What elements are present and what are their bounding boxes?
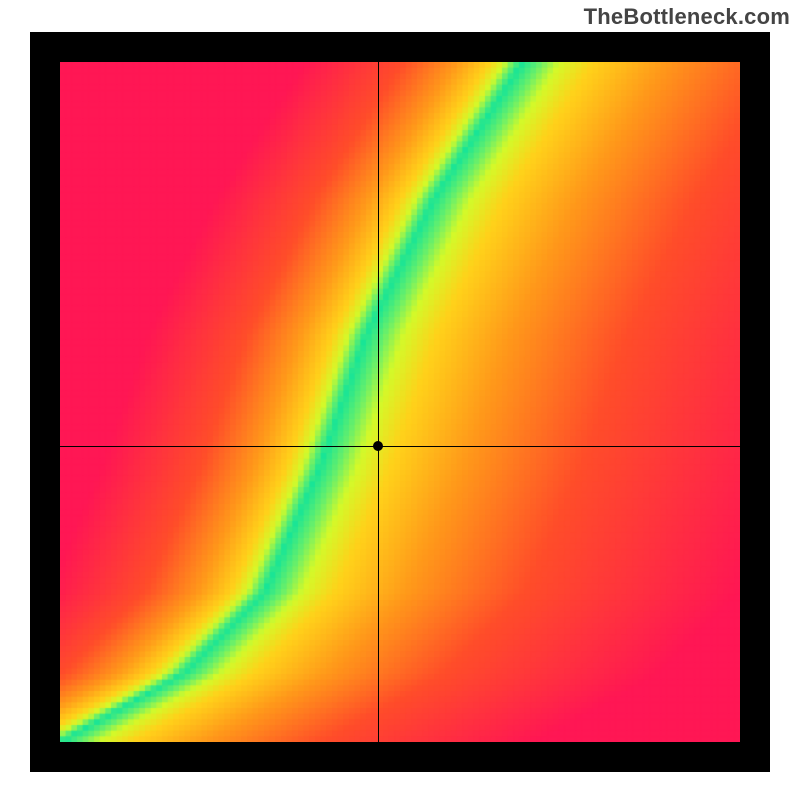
crosshair-horizontal [60,446,740,447]
crosshair-marker [373,441,383,451]
chart-root: TheBottleneck.com [0,0,800,800]
crosshair-vertical [378,62,379,742]
heatmap-canvas [60,62,740,742]
brand-text: TheBottleneck.com [584,4,790,30]
